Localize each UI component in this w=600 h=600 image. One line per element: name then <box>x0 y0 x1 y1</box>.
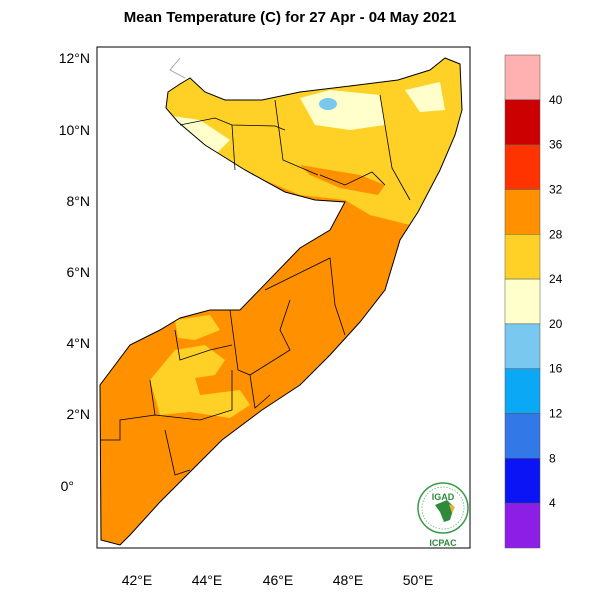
lat-label: 6°N <box>67 264 91 280</box>
lat-label: 10°N <box>59 122 90 138</box>
colorbar-label: 32 <box>549 182 563 196</box>
colorbar-label: 4 <box>549 496 556 510</box>
colorbar-box <box>504 502 541 549</box>
lon-ticks: 42°E 44°E 46°E 48°E 50°E <box>122 572 434 588</box>
igad-icpac-logo: IGAD ICPAC <box>417 482 469 548</box>
colorbar-box <box>504 234 541 280</box>
map-title: Mean Temperature (C) for 27 Apr - 04 May… <box>123 9 457 26</box>
colorbar-label: 20 <box>549 317 563 331</box>
zone-24-28-south2 <box>175 315 220 340</box>
colorbar-label: 28 <box>549 227 563 241</box>
zone-20-24-east <box>405 82 445 112</box>
colorbar-box <box>504 413 541 459</box>
zone-16-20 <box>319 98 337 110</box>
lon-label: 48°E <box>333 572 364 588</box>
colorbar-label: 36 <box>549 138 563 152</box>
zone-24-28-south <box>150 345 250 418</box>
colorbar-box <box>504 99 541 145</box>
colorbar-label: 40 <box>549 93 563 107</box>
colorbar-box <box>504 189 541 235</box>
colorbar-box <box>504 54 541 101</box>
lon-label: 46°E <box>263 572 294 588</box>
colorbar-box <box>504 368 541 414</box>
admin-boundaries <box>100 94 411 476</box>
lon-label: 50°E <box>403 572 434 588</box>
colorbar-label: 16 <box>549 362 563 376</box>
colorbar-box <box>504 323 541 369</box>
lat-label: 0° <box>61 478 74 494</box>
logo-text: ICPAC <box>429 538 457 548</box>
lat-ticks: 12°N 10°N 8°N 6°N 4°N 2°N 0° <box>59 50 90 494</box>
lon-label: 42°E <box>122 572 153 588</box>
colorbar-box <box>504 144 541 190</box>
colorbar-label: 12 <box>549 407 563 421</box>
colorbar-box <box>504 458 541 504</box>
lon-label: 44°E <box>192 572 223 588</box>
neighbor-border <box>169 57 186 79</box>
colorbar: 40 36 32 28 24 20 16 12 8 4 <box>504 54 563 549</box>
lat-label: 12°N <box>59 50 90 66</box>
lat-label: 4°N <box>67 335 91 351</box>
zone-20-24-north <box>300 90 385 130</box>
colorbar-label: 24 <box>549 272 563 286</box>
colorbar-label: 8 <box>549 451 556 465</box>
zone-28-32-north <box>300 165 385 195</box>
colorbar-box <box>504 278 541 325</box>
logo-text: IGAD <box>432 492 455 502</box>
lat-label: 8°N <box>67 193 91 209</box>
lat-label: 2°N <box>67 406 91 422</box>
